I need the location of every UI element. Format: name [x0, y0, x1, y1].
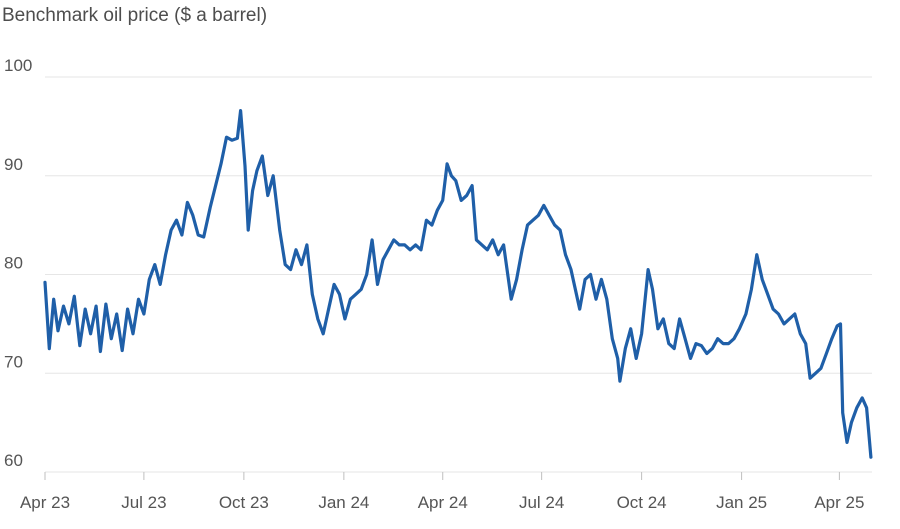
y-axis-ticks: 60 70 80 90 100: [4, 56, 32, 470]
chart-title: Benchmark oil price ($ a barrel): [2, 5, 268, 26]
x-tick-label: Jan 24: [318, 493, 369, 512]
x-tick-label: Jan 25: [716, 493, 767, 512]
y-tick-label: 100: [4, 56, 32, 75]
x-tick-label: Oct 24: [617, 493, 667, 512]
x-tick-label: Apr 24: [418, 493, 468, 512]
series-line: [43, 109, 873, 459]
y-tick-label: 70: [4, 352, 23, 371]
y-tick-label: 90: [4, 155, 23, 174]
y-tick-label: 60: [4, 451, 23, 470]
y-tick-label: 80: [4, 254, 23, 273]
x-tick-label: Oct 23: [219, 493, 269, 512]
x-tick-label: Apr 23: [20, 493, 70, 512]
x-tick-label: Apr 25: [814, 493, 864, 512]
x-tick-label: Jul 24: [519, 493, 564, 512]
gridlines: [45, 76, 872, 473]
x-tick-label: Jul 23: [121, 493, 166, 512]
x-axis-ticks: Apr 23 Jul 23 Oct 23 Jan 24 Apr 24 Jul 24 Oct …: [20, 472, 864, 512]
